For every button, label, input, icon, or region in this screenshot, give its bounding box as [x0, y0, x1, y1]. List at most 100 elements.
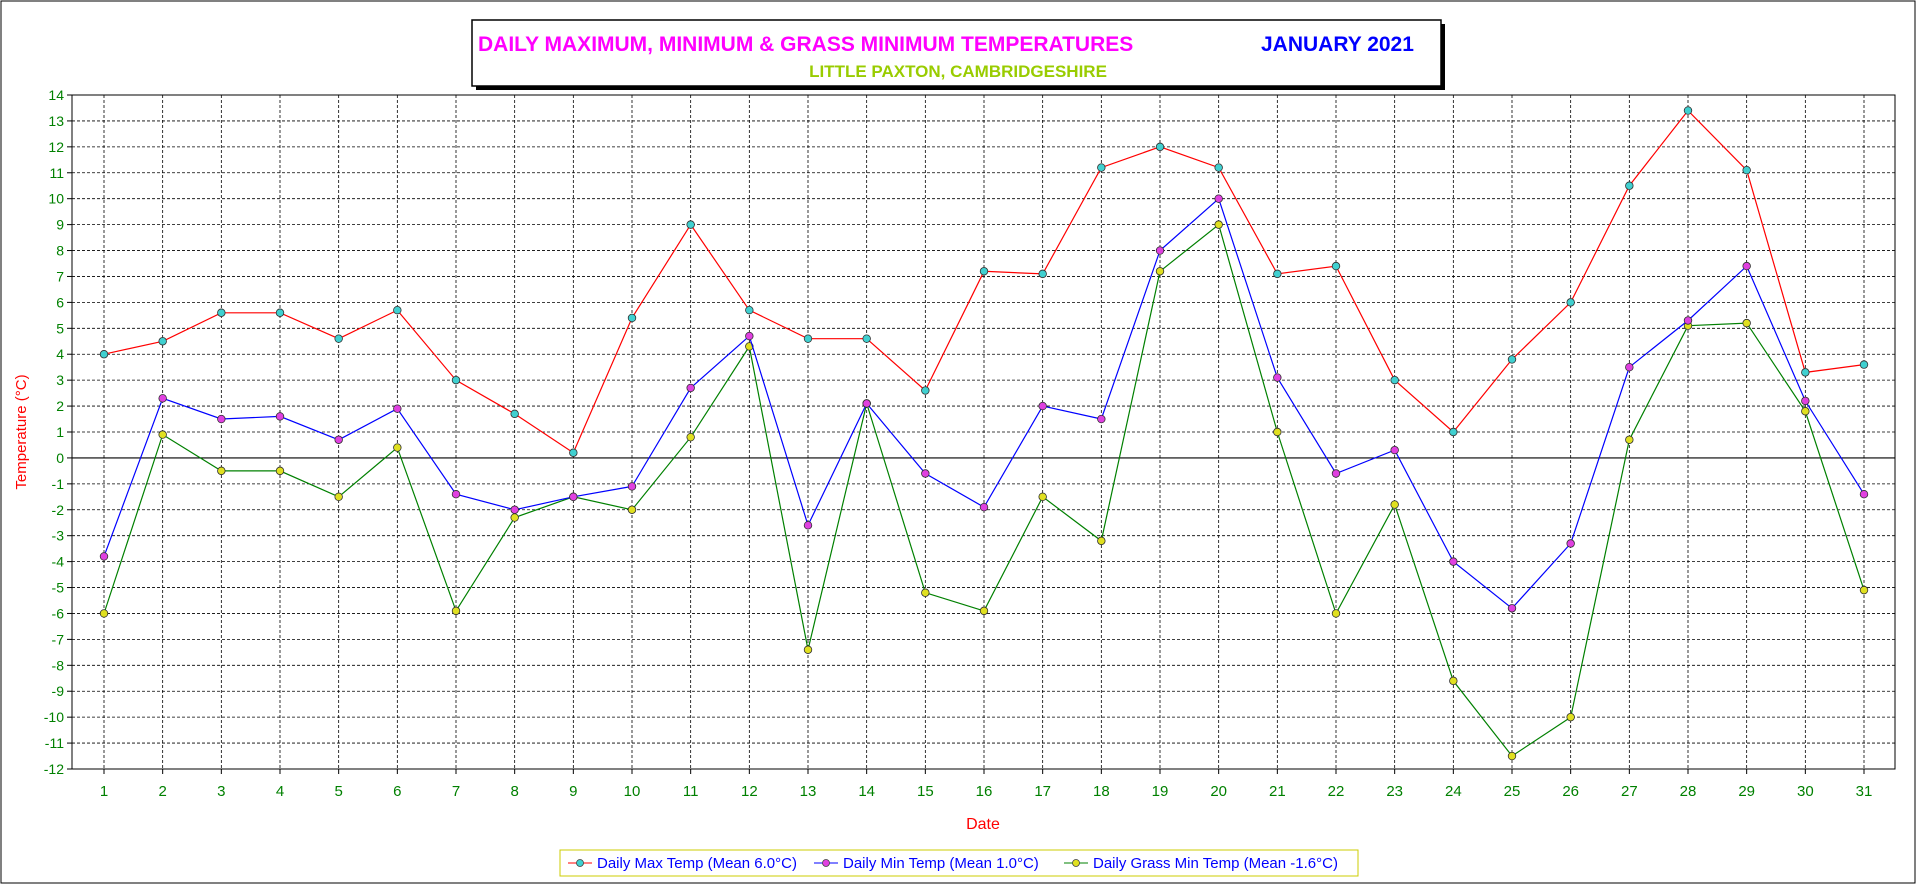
y-tick-label: -4: [52, 554, 65, 570]
data-point-grass: [393, 443, 402, 452]
x-tick-label: 23: [1386, 783, 1403, 800]
y-tick-label: 14: [48, 87, 64, 103]
x-tick-label: 13: [800, 783, 817, 800]
data-point-grass: [510, 513, 519, 522]
x-tick-label: 28: [1680, 783, 1697, 800]
x-tick-label: 14: [858, 783, 875, 800]
x-tick-label: 21: [1269, 783, 1286, 800]
legend-item-grass: Daily Grass Min Temp (Mean -1.6°C): [1064, 855, 1338, 872]
chart-subtitle: LITTLE PAXTON, CAMBRIDGESHIRE: [809, 62, 1107, 81]
chart-title-month: JANUARY 2021: [1261, 33, 1414, 56]
data-point-grass: [99, 609, 109, 618]
data-point-max: [1859, 360, 1869, 369]
x-tick-label: 22: [1328, 783, 1345, 800]
y-tick-label: -12: [44, 761, 64, 777]
data-point-min: [862, 399, 871, 408]
data-point-min: [393, 404, 402, 413]
legend-label-max: Daily Max Temp (Mean 6.0°C): [597, 855, 797, 872]
data-point-max: [1390, 375, 1399, 385]
data-point-min: [1273, 373, 1282, 382]
data-point-grass: [1801, 407, 1810, 416]
x-tick-label: 25: [1504, 783, 1521, 800]
y-tick-label: -3: [52, 528, 65, 544]
legend: Daily Max Temp (Mean 6.0°C) Daily Min Te…: [559, 849, 1359, 877]
data-point-min: [1331, 469, 1341, 478]
data-point-grass: [1155, 267, 1165, 276]
y-tick-label: 12: [48, 139, 64, 155]
y-tick-label: -2: [52, 502, 65, 518]
data-point-grass: [275, 466, 285, 476]
data-point-min: [1742, 261, 1751, 271]
data-point-min: [1859, 490, 1869, 499]
data-point-max: [1097, 163, 1106, 172]
y-tick-label: 2: [56, 398, 64, 414]
x-axis-title: Date: [966, 816, 1000, 833]
y-tick-label: 8: [56, 243, 64, 259]
data-point-max: [1566, 298, 1575, 307]
legend-item-min: Daily Min Temp (Mean 1.0°C): [814, 855, 1039, 872]
x-tick-label: 6: [393, 783, 401, 800]
legend-label-min: Daily Min Temp (Mean 1.0°C): [843, 855, 1039, 872]
data-point-min: [1566, 539, 1575, 548]
data-point-max: [217, 308, 226, 317]
data-point-grass: [217, 466, 226, 476]
x-tick-label: 10: [624, 783, 641, 800]
y-tick-label: 5: [56, 320, 64, 336]
series: [99, 106, 1869, 761]
data-point-min: [217, 414, 226, 424]
series-min: [99, 194, 1869, 613]
data-point-max: [1742, 165, 1751, 175]
y-tick-label: 11: [49, 165, 64, 181]
y-tick-label: 13: [48, 113, 64, 129]
x-tick-label: 11: [683, 783, 699, 800]
x-tick-label: 26: [1562, 783, 1579, 800]
data-point-min: [979, 502, 989, 512]
data-point-max: [1801, 368, 1810, 377]
x-tick-label: 5: [334, 783, 342, 800]
data-point-min: [451, 490, 461, 499]
x-tick-label: 30: [1797, 783, 1814, 800]
data-point-min: [1683, 316, 1693, 325]
data-point-max: [1683, 106, 1693, 115]
data-point-grass: [627, 505, 637, 514]
data-point-min: [1507, 604, 1517, 613]
data-point-min: [1097, 414, 1106, 424]
data-point-min: [745, 331, 754, 341]
data-point-grass: [1331, 609, 1341, 618]
data-point-grass: [1507, 751, 1517, 761]
axes: -12-11-10-9-8-7-6-5-4-3-2-10123456789101…: [44, 87, 1896, 800]
data-point-grass: [686, 432, 695, 442]
data-point-max: [979, 267, 989, 276]
y-tick-label: 10: [48, 191, 64, 207]
data-point-min: [1390, 445, 1399, 455]
x-tick-label: 24: [1445, 783, 1462, 800]
data-point-max: [334, 334, 343, 343]
data-point-grass: [979, 606, 989, 616]
data-point-min: [921, 469, 930, 478]
x-tick-label: 2: [158, 783, 166, 800]
data-point-grass: [1566, 712, 1575, 722]
data-point-min: [803, 521, 813, 530]
data-point-max: [1507, 355, 1517, 364]
data-point-grass: [1742, 318, 1751, 328]
data-point-max: [1155, 142, 1165, 152]
x-tick-label: 27: [1621, 783, 1638, 800]
data-point-grass: [921, 588, 930, 597]
y-tick-label: 9: [56, 217, 64, 233]
data-point-max: [1331, 261, 1341, 271]
data-point-max: [393, 305, 402, 315]
data-point-min: [1625, 362, 1634, 372]
legend-box: [559, 849, 1359, 877]
data-point-max: [686, 220, 695, 229]
data-point-min: [627, 482, 637, 491]
data-point-max: [1038, 269, 1047, 279]
data-point-min: [334, 435, 343, 444]
data-point-max: [1273, 269, 1282, 279]
data-point-grass: [1038, 492, 1047, 502]
x-tick-label: 7: [452, 783, 460, 800]
data-point-grass: [451, 606, 461, 616]
data-point-grass: [1859, 585, 1869, 595]
data-point-grass: [1449, 676, 1458, 686]
data-point-min: [158, 394, 167, 403]
